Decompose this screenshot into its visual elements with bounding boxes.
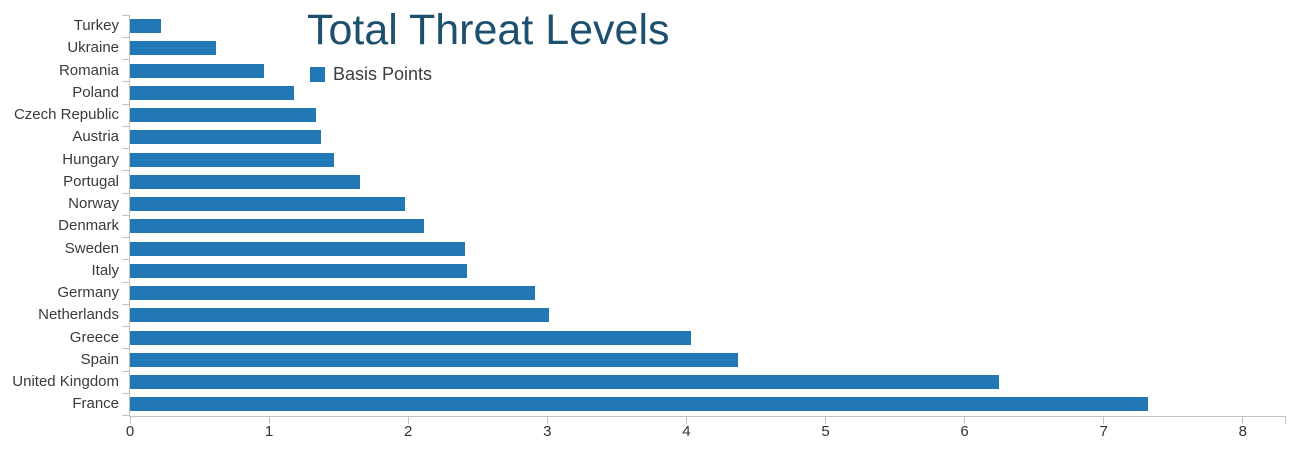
- bar[interactable]: [130, 130, 321, 145]
- y-axis-tick: [122, 281, 129, 283]
- x-axis-tick: [685, 415, 687, 424]
- chart-title: Total Threat Levels: [307, 6, 670, 54]
- x-axis-tick: [407, 415, 409, 424]
- x-axis-tick: [129, 415, 131, 424]
- category-label: Greece: [69, 328, 119, 346]
- x-tick-label: 6: [960, 423, 969, 440]
- legend[interactable]: Basis Points: [310, 64, 432, 85]
- legend-swatch-icon: [310, 67, 325, 82]
- bar[interactable]: [130, 286, 535, 301]
- x-axis-tick: [1242, 415, 1244, 424]
- y-axis-tick: [122, 170, 129, 172]
- y-axis-tick: [122, 392, 129, 394]
- x-tick-label: 3: [543, 423, 552, 440]
- category-label: Austria: [72, 128, 119, 146]
- y-axis-tick: [122, 370, 129, 372]
- x-axis-tick: [964, 415, 966, 424]
- x-axis-end-tick: [1285, 415, 1286, 424]
- x-axis-line: [129, 415, 1286, 417]
- bar[interactable]: [130, 152, 335, 167]
- x-tick-label: 0: [125, 423, 135, 440]
- y-axis-tick: [122, 326, 129, 327]
- y-axis-line: [129, 15, 130, 416]
- x-tick-label: 1: [264, 423, 274, 440]
- category-label: Ukraine: [67, 39, 119, 57]
- category-label: Portugal: [63, 172, 119, 190]
- category-label: Spain: [80, 350, 119, 368]
- category-label: United Kingdom: [12, 373, 119, 390]
- category-label: Romania: [58, 61, 119, 79]
- category-label: Turkey: [73, 17, 119, 34]
- bar[interactable]: [130, 219, 424, 234]
- y-axis-tick: [122, 192, 129, 194]
- x-axis-tick: [825, 415, 826, 424]
- bar[interactable]: [130, 397, 1149, 412]
- category-label: Czech Republic: [13, 106, 119, 123]
- bar[interactable]: [130, 375, 1000, 390]
- y-axis-tick: [122, 259, 129, 261]
- category-label: Denmark: [58, 217, 119, 235]
- x-tick-label: 8: [1238, 423, 1247, 440]
- x-axis-tick: [268, 415, 270, 424]
- category-label: Sweden: [64, 239, 119, 257]
- y-axis-tick: [122, 348, 129, 350]
- y-axis-tick: [122, 214, 129, 216]
- legend-label: Basis Points: [333, 64, 433, 84]
- bar[interactable]: [130, 41, 217, 56]
- y-axis-tick: [122, 303, 129, 305]
- bar[interactable]: [130, 19, 161, 34]
- category-label: Poland: [72, 83, 119, 101]
- bar[interactable]: [130, 63, 264, 78]
- y-axis-tick: [122, 237, 129, 238]
- y-axis-tick: [122, 81, 129, 83]
- category-label: Norway: [68, 195, 119, 212]
- bar[interactable]: [130, 85, 295, 100]
- y-axis-tick: [122, 148, 129, 149]
- bar[interactable]: [130, 197, 406, 212]
- x-axis-tick: [546, 415, 548, 424]
- bar[interactable]: [130, 174, 360, 189]
- y-axis-tick: [122, 36, 129, 38]
- bar[interactable]: [130, 108, 317, 123]
- x-tick-label: 2: [404, 423, 413, 440]
- category-label: Netherlands: [38, 306, 119, 324]
- x-tick-label: 4: [682, 423, 691, 440]
- category-label: Germany: [57, 284, 119, 301]
- x-axis-tick: [1103, 415, 1105, 424]
- bar[interactable]: [130, 352, 738, 367]
- bar[interactable]: [130, 308, 549, 323]
- x-tick-label: 7: [1099, 423, 1108, 440]
- y-axis-tick: [122, 415, 129, 416]
- bar[interactable]: [130, 263, 467, 278]
- x-tick-label: 5: [821, 423, 830, 440]
- bar[interactable]: [130, 241, 466, 256]
- y-axis-tick: [122, 103, 129, 105]
- y-axis-tick: [122, 14, 129, 16]
- y-axis-tick: [122, 59, 129, 60]
- category-label: Hungary: [62, 150, 119, 168]
- category-label: Italy: [91, 261, 119, 279]
- y-axis-tick: [122, 125, 129, 127]
- category-label: France: [72, 395, 119, 413]
- bar[interactable]: [130, 330, 691, 345]
